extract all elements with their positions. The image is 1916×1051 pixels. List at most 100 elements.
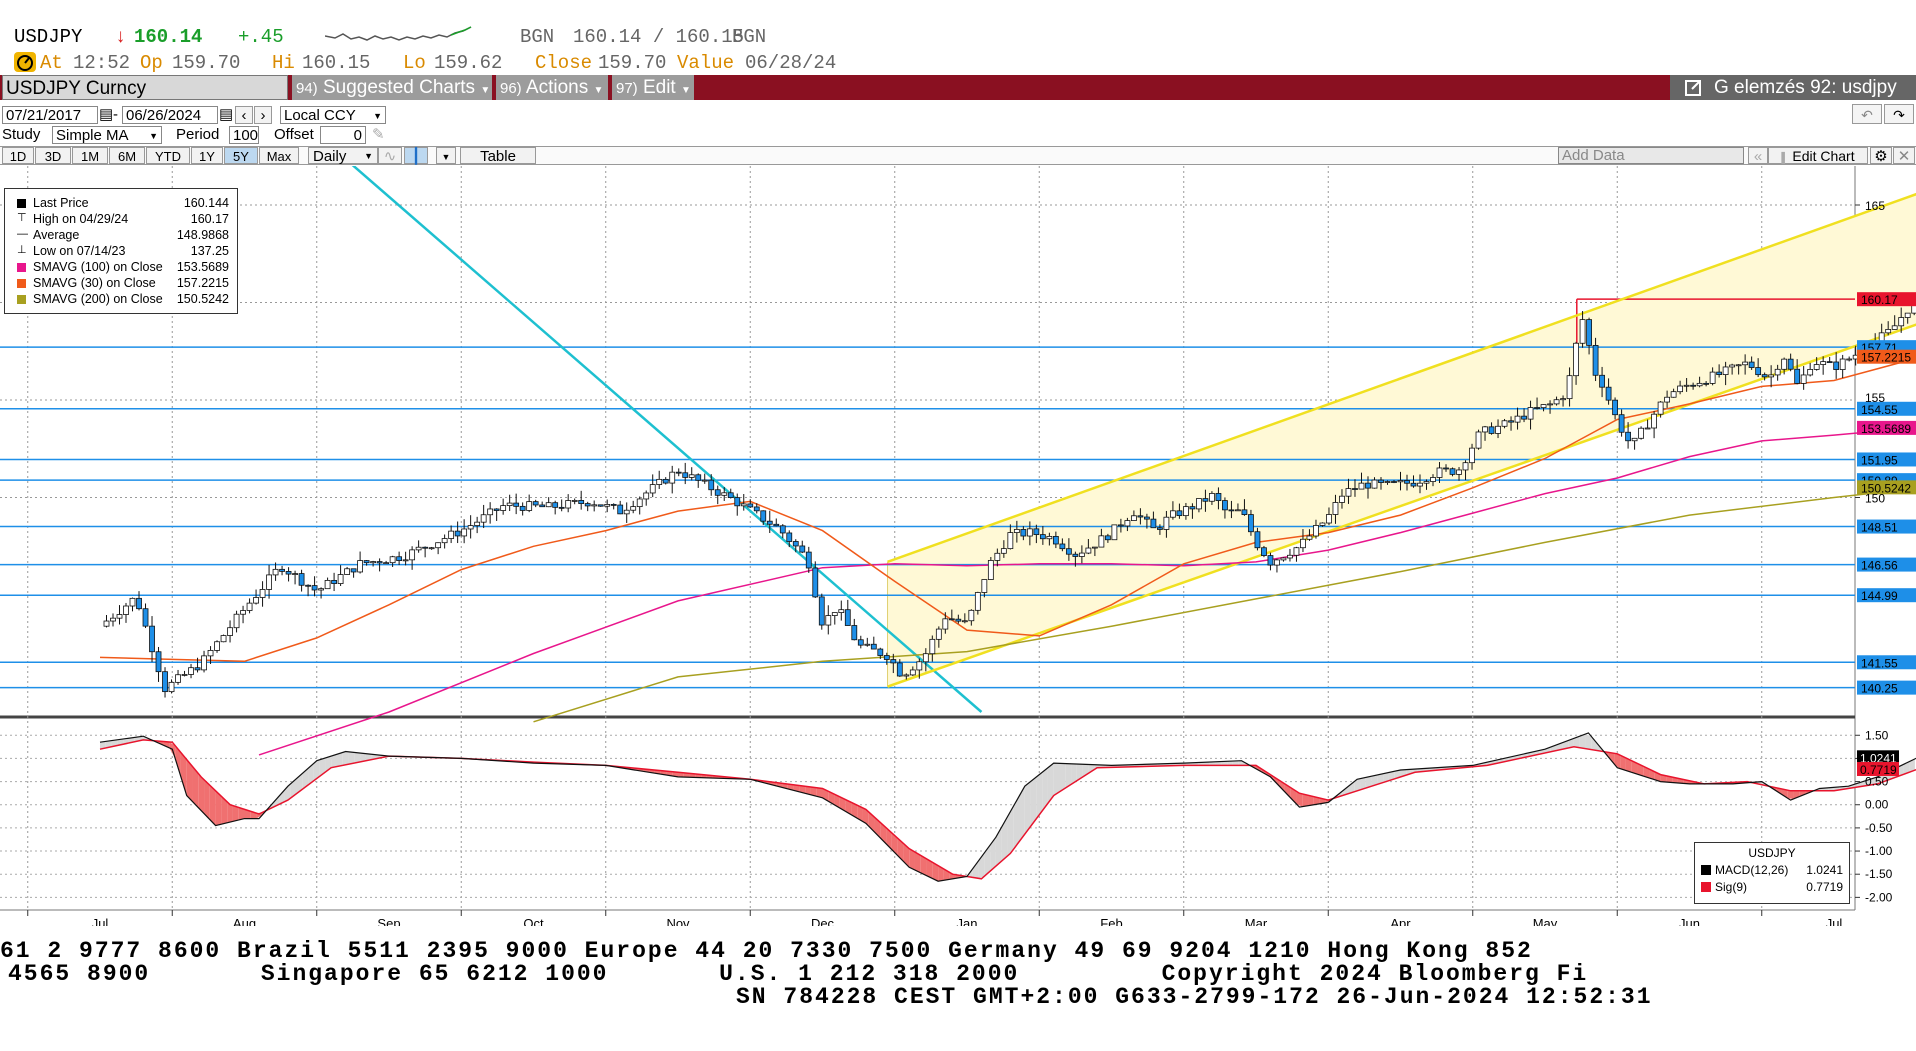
settings-icon[interactable]: ⚙ — [1870, 147, 1892, 165]
range-button-6m[interactable]: 6M — [109, 147, 145, 164]
calendar-icon[interactable]: ▤ — [219, 106, 234, 123]
pencil-icon[interactable]: ✎ — [372, 126, 385, 143]
candle-body — [857, 639, 864, 646]
candle-body — [584, 503, 591, 507]
candle-body — [370, 561, 377, 564]
table-button[interactable]: Table — [460, 147, 536, 165]
candle-body — [558, 506, 565, 509]
collapse-icon[interactable]: « — [1748, 147, 1768, 165]
offset-input[interactable]: 0 — [320, 126, 366, 144]
legend-value: 150.5242 — [176, 292, 229, 306]
start-date-input[interactable]: 07/21/2017 — [2, 106, 98, 124]
candle-body — [1423, 481, 1430, 484]
low-marker-icon: ⊥ — [17, 244, 27, 256]
range-button-ytd[interactable]: YTD — [146, 147, 190, 164]
month-label: Jun — [1679, 916, 1700, 926]
candle-body — [1462, 462, 1469, 471]
candle-body — [1384, 481, 1391, 483]
candle-body — [1735, 364, 1742, 367]
candle-body — [1365, 482, 1371, 489]
candle-body — [1449, 468, 1456, 475]
range-button-1y[interactable]: 1Y — [191, 147, 223, 164]
expand-icon[interactable] — [1684, 75, 1702, 104]
macd-histogram-fill — [279, 789, 285, 805]
range-button-5y[interactable]: 5Y — [224, 147, 258, 164]
add-data-input[interactable]: Add Data — [1558, 147, 1744, 164]
macd-histogram-fill — [1019, 786, 1025, 842]
edit-button[interactable]: 97) Edit ▼ — [612, 75, 694, 100]
suggested-charts-button[interactable]: 94) Suggested Charts ▼ — [292, 75, 492, 100]
period-input[interactable]: 100 — [229, 126, 259, 144]
candle-body — [805, 551, 812, 569]
candle-body — [435, 542, 442, 549]
candle-body — [350, 568, 357, 573]
macd-histogram-fill — [360, 753, 366, 762]
security-field[interactable]: USDJPY Curncy — [2, 75, 288, 100]
candle-body — [1391, 481, 1397, 483]
undo-icon[interactable]: ↶ — [1852, 104, 1882, 124]
sma100-line — [258, 426, 1916, 756]
candle-body — [812, 567, 819, 598]
legend-name: Average — [33, 228, 80, 242]
macd-histogram-fill — [1238, 760, 1245, 766]
macd-histogram-fill — [1909, 758, 1915, 773]
macd-histogram-fill — [1573, 736, 1580, 748]
macd-histogram-fill — [209, 785, 216, 826]
macd-histogram-fill — [313, 759, 320, 781]
range-button-3d[interactable]: 3D — [35, 147, 71, 164]
macd-histogram-fill — [938, 865, 944, 882]
chevron-down-icon: ▼ — [593, 85, 604, 96]
macd-histogram-fill — [1308, 795, 1314, 806]
candle-body — [831, 612, 838, 616]
candle-body — [1267, 555, 1274, 566]
candle-body — [1261, 547, 1267, 556]
macd-histogram-fill — [1354, 778, 1361, 792]
study-select[interactable]: Simple MA ▼ — [52, 126, 162, 144]
macd-histogram-fill — [995, 826, 1002, 867]
candle-body — [389, 556, 396, 564]
at-label: At — [40, 52, 63, 74]
period-label: Period — [176, 126, 220, 143]
candle-body — [1833, 361, 1840, 370]
price-label: 140.25 — [1857, 680, 1916, 696]
ticker-line-2: 4565 8900 Singapore 65 6212 1000 U.S. 1 … — [8, 961, 1589, 987]
range-button-1m[interactable]: 1M — [72, 147, 108, 164]
candle-body — [1065, 548, 1072, 555]
end-date-input[interactable]: 06/26/2024 — [122, 106, 218, 124]
range-button-1d[interactable]: 1D — [2, 147, 34, 164]
redo-icon[interactable]: ↷ — [1884, 104, 1914, 124]
macd-axis-label: -2.00 — [1865, 890, 1893, 904]
macd-histogram-fill — [816, 787, 823, 798]
candle-body — [1274, 559, 1280, 566]
chevron-down-icon: ▼ — [149, 131, 158, 141]
chevron-down-icon[interactable]: ▼ — [436, 147, 456, 164]
macd-histogram-fill — [1585, 734, 1592, 750]
candle-body — [1124, 520, 1131, 527]
line-chart-icon[interactable]: ∿ — [378, 147, 402, 165]
chevron-down-icon: ▼ — [480, 85, 491, 96]
price-label-bg — [1857, 680, 1916, 695]
close-icon[interactable]: ✕ — [1893, 147, 1915, 165]
candle-body — [1326, 514, 1332, 524]
actions-button[interactable]: 96) Actions ▼ — [496, 75, 608, 100]
next-arrow-icon[interactable]: › — [254, 106, 272, 124]
candle-body — [448, 530, 455, 539]
candle-body — [103, 620, 110, 627]
price-chart[interactable]: 160.17157.71157.2215154.55153.5689151.95… — [0, 166, 1916, 926]
candle-chart-icon[interactable]: ┃ — [404, 147, 428, 165]
range-button-max[interactable]: Max — [259, 147, 299, 164]
macd-histogram-fill — [1007, 806, 1014, 856]
currency-select[interactable]: Local CCY ▼ — [280, 106, 386, 124]
calendar-icon[interactable]: ▤ — [99, 106, 114, 123]
prev-arrow-icon[interactable]: ‹ — [235, 106, 253, 124]
gauge-icon[interactable] — [14, 52, 36, 72]
macd-histogram-fill — [839, 796, 846, 812]
chart-title-panel[interactable]: G elemzés 92: usdjpy — [1670, 75, 1916, 100]
frequency-select[interactable]: Daily ▼ — [308, 147, 378, 165]
candle-body — [617, 504, 624, 515]
edit-chart-button[interactable]: ▌ Edit Chart — [1768, 147, 1868, 164]
candle-body — [578, 500, 585, 504]
sma200-line — [533, 487, 1916, 723]
candle-body — [701, 479, 708, 482]
macd-histogram-fill — [891, 832, 898, 856]
